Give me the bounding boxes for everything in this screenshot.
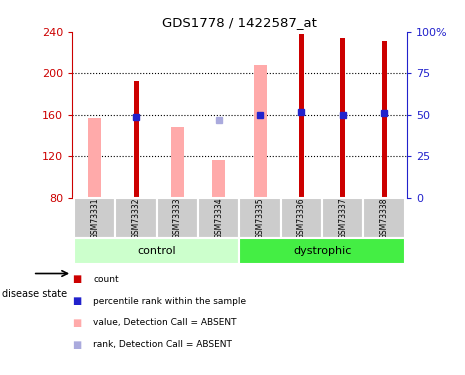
Text: ■: ■ [72, 340, 81, 350]
Bar [239, 238, 405, 264]
Text: ■: ■ [72, 296, 81, 306]
Text: control: control [138, 246, 176, 256]
Bar [364, 198, 405, 238]
Text: GSM73333: GSM73333 [173, 197, 182, 239]
Text: ■: ■ [72, 274, 81, 284]
Bar [340, 38, 345, 198]
Text: GSM73338: GSM73338 [379, 197, 389, 239]
Title: GDS1778 / 1422587_at: GDS1778 / 1422587_at [162, 16, 317, 29]
Bar [239, 198, 281, 238]
Text: percentile rank within the sample: percentile rank within the sample [93, 297, 246, 306]
Text: disease state: disease state [2, 290, 67, 299]
Bar [299, 34, 304, 198]
Text: ■: ■ [72, 318, 81, 328]
Bar [253, 65, 267, 198]
Text: GSM73332: GSM73332 [132, 197, 140, 239]
Bar [157, 198, 198, 238]
Bar [322, 198, 364, 238]
Text: count: count [93, 275, 119, 284]
Bar [212, 159, 226, 198]
Text: GSM73336: GSM73336 [297, 197, 306, 239]
Bar [74, 198, 115, 238]
Bar [382, 41, 386, 198]
Text: rank, Detection Call = ABSENT: rank, Detection Call = ABSENT [93, 340, 232, 349]
Bar [133, 81, 139, 198]
Bar [88, 118, 101, 198]
Text: GSM73334: GSM73334 [214, 197, 223, 239]
Bar [74, 238, 239, 264]
Bar [115, 198, 157, 238]
Text: GSM73335: GSM73335 [256, 197, 265, 239]
Bar [171, 128, 184, 198]
Text: dystrophic: dystrophic [293, 246, 352, 256]
Text: GSM73337: GSM73337 [339, 197, 347, 239]
Bar [198, 198, 239, 238]
Text: value, Detection Call = ABSENT: value, Detection Call = ABSENT [93, 318, 237, 327]
Text: GSM73331: GSM73331 [90, 197, 100, 239]
Bar [281, 198, 322, 238]
